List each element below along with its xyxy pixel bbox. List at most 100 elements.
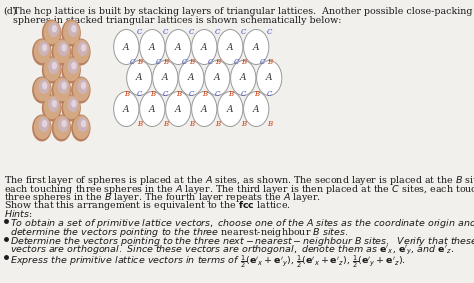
- Text: C: C: [240, 28, 246, 36]
- Circle shape: [61, 57, 81, 83]
- Circle shape: [61, 20, 81, 46]
- Circle shape: [244, 29, 269, 65]
- Text: A: A: [188, 74, 194, 83]
- Circle shape: [52, 76, 71, 104]
- Circle shape: [53, 115, 71, 139]
- Text: A: A: [266, 74, 273, 83]
- Circle shape: [48, 59, 59, 74]
- Circle shape: [256, 61, 282, 95]
- Text: A: A: [201, 104, 208, 113]
- Text: A: A: [253, 104, 259, 113]
- Text: B: B: [267, 59, 272, 67]
- Text: C: C: [266, 28, 272, 36]
- Text: B: B: [150, 89, 155, 98]
- Circle shape: [38, 79, 49, 94]
- Circle shape: [205, 61, 230, 95]
- Text: Show that this arrangement is equivalent to the $\mathbf{fcc}$ lattice.: Show that this arrangement is equivalent…: [4, 200, 291, 213]
- Circle shape: [42, 120, 47, 127]
- Circle shape: [52, 115, 71, 142]
- Text: B: B: [215, 59, 220, 67]
- Text: A: A: [149, 42, 155, 52]
- Circle shape: [114, 91, 139, 127]
- Text: C: C: [234, 59, 239, 67]
- Text: C: C: [215, 28, 220, 36]
- Circle shape: [52, 25, 57, 33]
- Text: C: C: [189, 28, 194, 36]
- Text: B: B: [163, 120, 168, 128]
- Circle shape: [127, 61, 152, 95]
- Circle shape: [191, 29, 217, 65]
- Circle shape: [34, 115, 51, 139]
- Circle shape: [52, 100, 57, 108]
- Text: C: C: [215, 89, 220, 98]
- Circle shape: [140, 29, 165, 65]
- Text: B: B: [241, 120, 246, 128]
- Circle shape: [165, 29, 191, 65]
- Text: B: B: [124, 89, 129, 98]
- Text: A: A: [149, 104, 155, 113]
- Text: A: A: [123, 42, 129, 52]
- Circle shape: [140, 91, 165, 127]
- Circle shape: [34, 78, 51, 101]
- Text: three spheres in the $B$ layer. The fourth layer repeats the $A$ layer.: three spheres in the $B$ layer. The four…: [4, 191, 320, 204]
- Text: C: C: [266, 89, 272, 98]
- Text: C: C: [240, 89, 246, 98]
- Circle shape: [58, 41, 69, 56]
- Text: C: C: [130, 59, 136, 67]
- Circle shape: [73, 39, 90, 63]
- Text: $\mathit{determine\ the\ vectors\ pointing\ to\ the\ three}$ nearest-neighbour $: $\mathit{determine\ the\ vectors\ pointi…: [10, 226, 348, 239]
- Circle shape: [191, 91, 217, 127]
- Text: A: A: [201, 42, 208, 52]
- Circle shape: [230, 61, 256, 95]
- Circle shape: [71, 115, 91, 142]
- Circle shape: [68, 59, 78, 74]
- Circle shape: [58, 79, 69, 94]
- Text: B: B: [163, 59, 168, 67]
- Circle shape: [42, 20, 61, 46]
- Text: (d): (d): [4, 7, 17, 16]
- Text: $\mathit{vectors\ are\ orthogonal.\ Since\ these\ vectors\ are\ orthogonal,\ den: $\mathit{vectors\ are\ orthogonal.\ Sinc…: [10, 244, 455, 257]
- Text: B: B: [267, 120, 272, 128]
- Text: B: B: [228, 89, 233, 98]
- Circle shape: [179, 61, 204, 95]
- Circle shape: [61, 82, 67, 89]
- Circle shape: [52, 38, 71, 65]
- Circle shape: [42, 95, 61, 121]
- Text: C: C: [137, 89, 142, 98]
- Circle shape: [42, 57, 61, 83]
- Text: A: A: [175, 42, 182, 52]
- Circle shape: [42, 82, 47, 89]
- Circle shape: [61, 120, 67, 127]
- Circle shape: [81, 44, 86, 52]
- Circle shape: [218, 29, 243, 65]
- Circle shape: [44, 95, 61, 119]
- Text: The first layer of spheres is placed at the $A$ sites, as shown. The second laye: The first layer of spheres is placed at …: [4, 174, 474, 187]
- Circle shape: [77, 117, 88, 132]
- Text: B: B: [215, 120, 220, 128]
- Circle shape: [32, 38, 52, 65]
- Circle shape: [48, 97, 59, 112]
- Text: $\mathit{To\ obtain\ a\ set\ of\ primitive\ lattice\ vectors,\ choose\ one\ of\ : $\mathit{To\ obtain\ a\ set\ of\ primiti…: [10, 218, 474, 230]
- Circle shape: [63, 20, 80, 44]
- Circle shape: [114, 29, 139, 65]
- Text: A: A: [227, 104, 234, 113]
- Circle shape: [71, 76, 91, 104]
- Circle shape: [73, 78, 90, 101]
- Circle shape: [71, 100, 76, 108]
- Text: B: B: [189, 120, 194, 128]
- Text: A: A: [162, 74, 169, 83]
- Circle shape: [61, 44, 67, 52]
- Circle shape: [73, 115, 90, 139]
- Text: A: A: [253, 42, 259, 52]
- Text: $\mathit{Determine\ the\ vectors\ pointing\ to\ the\ three\ next-nearest-neighbo: $\mathit{Determine\ the\ vectors\ pointi…: [10, 235, 474, 248]
- Text: C: C: [189, 89, 194, 98]
- Text: B: B: [137, 120, 142, 128]
- Circle shape: [81, 82, 86, 89]
- Text: A: A: [123, 104, 129, 113]
- Circle shape: [61, 95, 81, 121]
- Circle shape: [52, 62, 57, 69]
- Circle shape: [44, 57, 61, 81]
- Text: B: B: [202, 89, 207, 98]
- Circle shape: [48, 22, 59, 37]
- Text: C: C: [182, 59, 187, 67]
